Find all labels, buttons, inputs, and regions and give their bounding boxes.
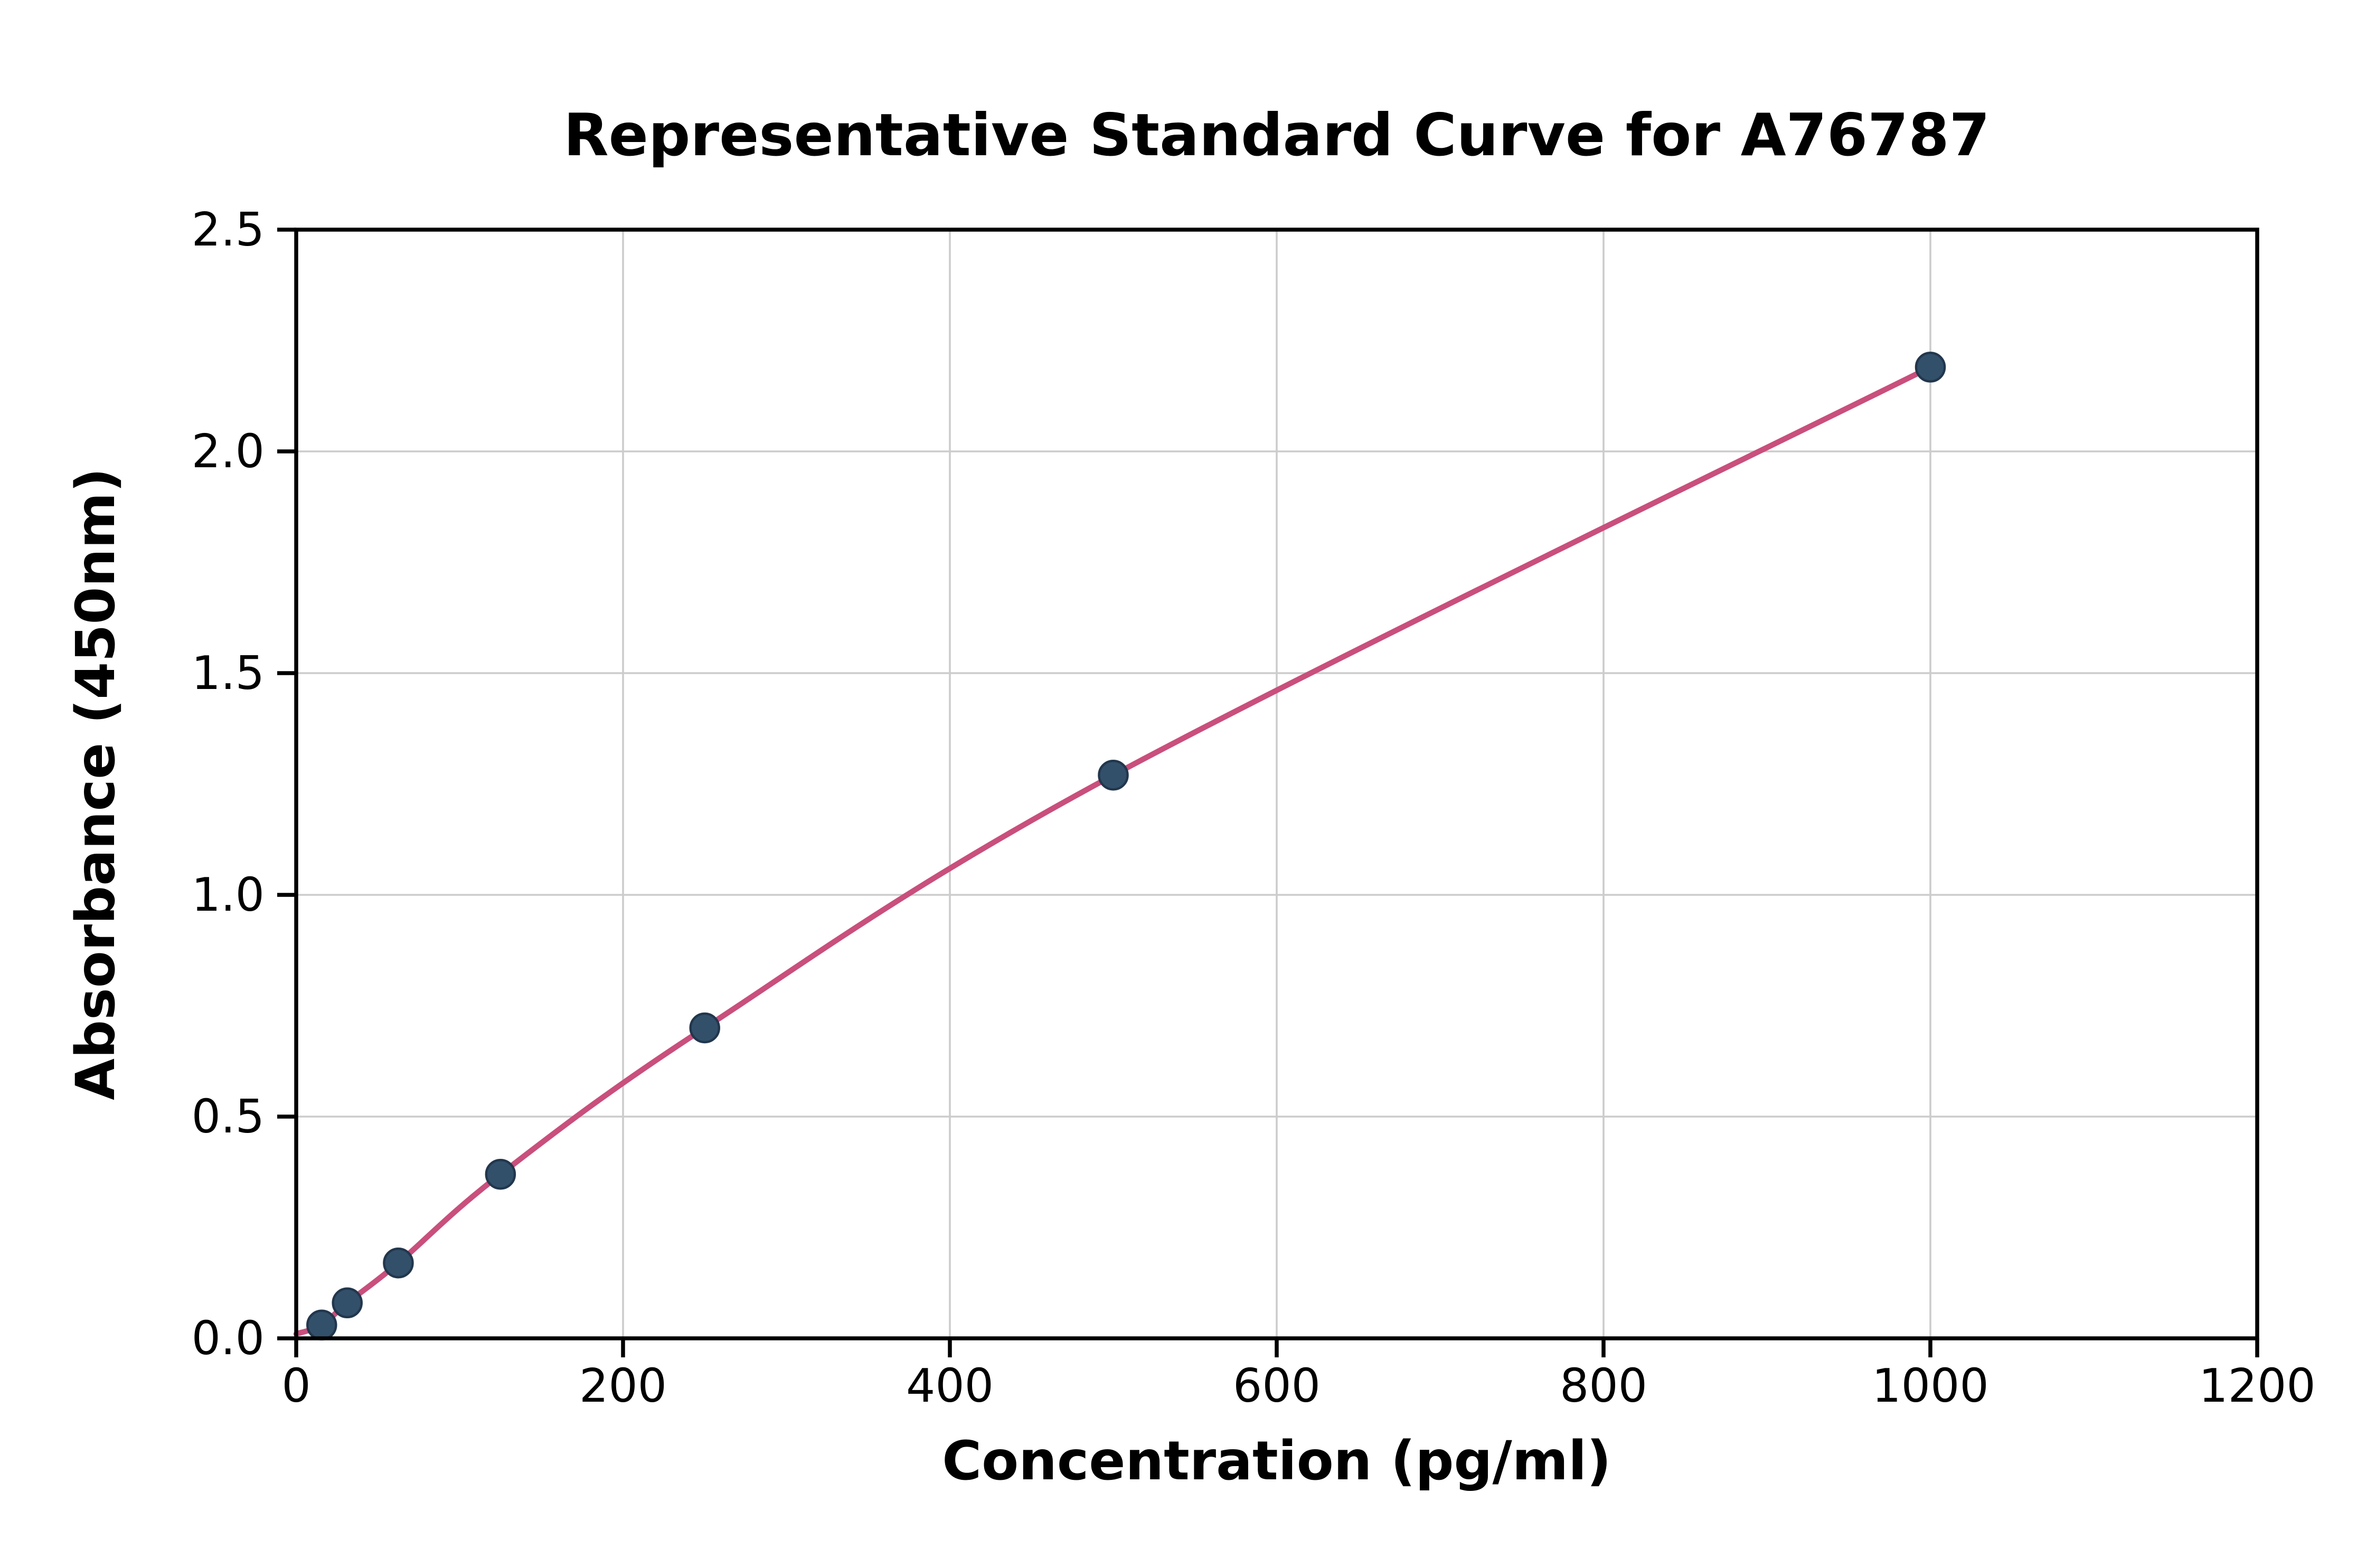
data-point bbox=[306, 1309, 337, 1341]
plot-area: 0 200 400 600 800 1000 1200 0.0 0.5 1.0 1.5 2.0 2.5 bbox=[192, 203, 2316, 1413]
y-tick-label: 0.0 bbox=[192, 1311, 265, 1365]
x-tick-label: 800 bbox=[1560, 1359, 1647, 1413]
data-point bbox=[689, 1012, 720, 1044]
x-tick-label: 400 bbox=[906, 1359, 994, 1413]
fit-curve bbox=[293, 364, 1934, 1337]
x-axis-label: Concentration (pg/ml) bbox=[942, 1430, 1611, 1493]
y-tick-label: 0.5 bbox=[192, 1090, 265, 1144]
y-tick-label: 2.0 bbox=[192, 424, 265, 478]
y-tick-label: 1.0 bbox=[192, 868, 265, 922]
y-axis-label: Absorbance (450nm) bbox=[64, 468, 127, 1100]
data-point bbox=[332, 1287, 363, 1319]
data-point bbox=[1915, 352, 1946, 383]
x-tick-label: 600 bbox=[1233, 1359, 1321, 1413]
y-tick-label: 2.5 bbox=[192, 203, 265, 257]
x-tick-label: 0 bbox=[281, 1359, 310, 1413]
chart-title: Representative Standard Curve for A76787 bbox=[563, 101, 1990, 169]
data-point bbox=[485, 1158, 516, 1190]
x-tick-label: 1200 bbox=[2199, 1359, 2315, 1413]
y-tick-label: 1.5 bbox=[192, 646, 265, 700]
data-point bbox=[383, 1247, 414, 1279]
data-point bbox=[1098, 759, 1129, 791]
x-tick-label: 1000 bbox=[1872, 1359, 1988, 1413]
plot-border bbox=[294, 228, 2259, 1340]
x-tick-label: 200 bbox=[579, 1359, 667, 1413]
